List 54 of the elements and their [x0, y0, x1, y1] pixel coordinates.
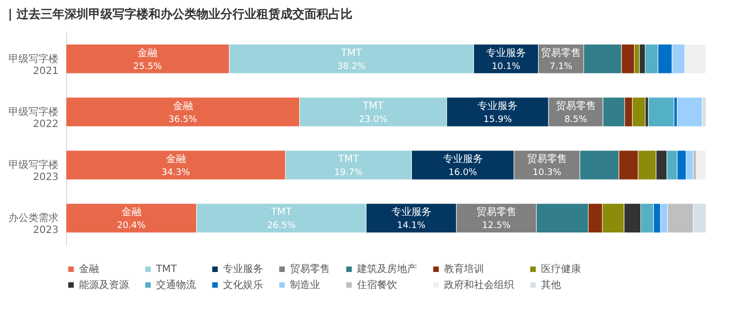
- text: 金融: [172, 100, 193, 112]
- y-tick-label: 办公类需求 2023: [8, 212, 58, 236]
- data-label: 15.9%: [483, 114, 512, 125]
- text: TMT: [341, 48, 362, 59]
- y-tick-label: 甲级写字楼 2023: [8, 159, 58, 184]
- legend-label: 教育培训: [444, 263, 484, 276]
- data-label: 26.5%: [267, 221, 296, 232]
- text: 金融: [121, 207, 142, 218]
- legend-label: 其他: [541, 279, 561, 291]
- legend-label: 政府和社会组织: [444, 279, 514, 291]
- data-label: 19.7%: [334, 168, 364, 178]
- text: 金融: [138, 48, 158, 59]
- data-label: 38.2%: [337, 62, 366, 72]
- data-label: 34.3%: [161, 168, 190, 178]
- data-label: 12.5%: [482, 221, 512, 232]
- legend-label: 制造业: [290, 279, 320, 291]
- legend-label: 专业服务: [223, 263, 263, 276]
- text: 专业服务: [486, 48, 526, 59]
- legend-label: 住宿餐饮: [357, 279, 397, 291]
- text: 贸易零售: [476, 207, 516, 218]
- bar: [696, 150, 706, 180]
- y-tick-label: 甲级写字楼 2022: [8, 106, 58, 130]
- text: TMT: [338, 154, 359, 166]
- data-label: 16.0%: [448, 168, 478, 178]
- text: 金融: [166, 154, 186, 166]
- data-label: 10.3%: [532, 168, 562, 178]
- text: 专业服务: [478, 100, 518, 112]
- bar: [676, 97, 702, 127]
- legend-label: 贸易零售: [290, 263, 330, 276]
- text: 专业服务: [391, 207, 432, 218]
- data-label: 10.1%: [492, 62, 521, 72]
- text: 贸易零售: [541, 48, 582, 59]
- text: TMT: [362, 100, 384, 112]
- data-label: 36.5%: [168, 114, 198, 125]
- data-label: 7.1%: [550, 62, 573, 72]
- legend-label: 交通物流: [156, 279, 196, 291]
- legend-label: 建筑及房地产: [356, 263, 417, 276]
- data-label: 25.5%: [133, 62, 162, 72]
- bar: [648, 97, 674, 127]
- data-label: 8.5%: [564, 114, 588, 125]
- text: 专业服务: [442, 154, 483, 166]
- legend-label: TMT: [155, 264, 178, 276]
- legend-label: 文化娱乐: [223, 279, 263, 291]
- chart-title: | 过去三年深圳甲级写字楼和办公类物业分行业租赁成交面积占比: [8, 7, 353, 21]
- data-label: 20.4%: [116, 221, 146, 232]
- legend-label: 医疗健康: [541, 263, 581, 276]
- y-tick-label: 甲级写字楼 2021: [8, 52, 58, 77]
- legend-label: 能源及资源: [79, 279, 129, 291]
- data-label: 14.1%: [396, 221, 426, 232]
- text: 贸易零售: [526, 154, 567, 166]
- legend-label: 金融: [79, 263, 99, 276]
- data-label: 23.0%: [358, 114, 388, 125]
- text: TMT: [270, 207, 292, 218]
- text: 贸易零售: [556, 100, 596, 112]
